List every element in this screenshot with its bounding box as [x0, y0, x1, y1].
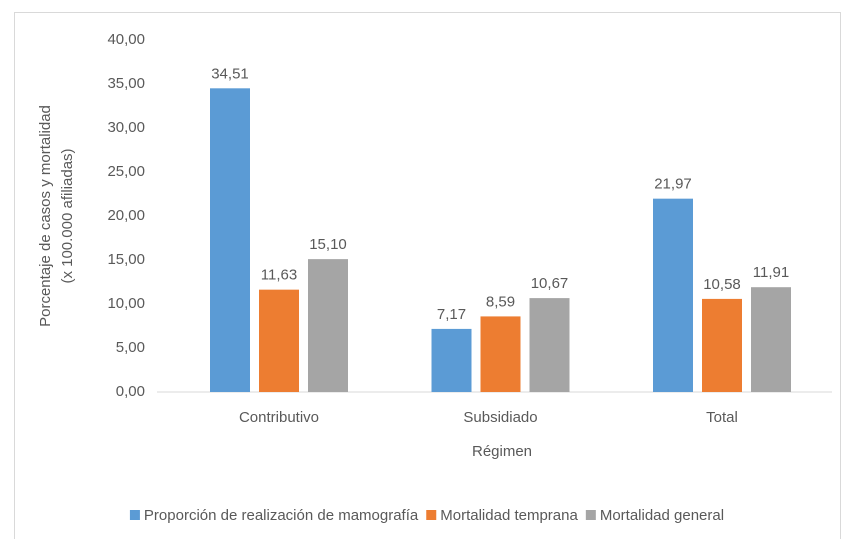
y-tick-label: 0,00 [116, 383, 145, 400]
bar [653, 198, 693, 392]
value-label: 15,10 [309, 236, 347, 253]
bar [431, 328, 472, 392]
value-label: 21,97 [654, 176, 692, 193]
legend-swatch [129, 510, 140, 520]
bar [751, 287, 791, 392]
bar [702, 298, 742, 392]
legend-swatch [585, 510, 596, 520]
x-tick-label: Subsidiado [463, 409, 537, 426]
bar [529, 298, 570, 392]
bar [308, 259, 348, 392]
bar [210, 88, 250, 392]
y-tick-label: 10,00 [107, 295, 145, 312]
y-tick-label: 30,00 [107, 119, 145, 136]
y-tick-label: 40,00 [107, 31, 145, 48]
value-label: 11,63 [261, 267, 297, 284]
value-label: 11,91 [753, 264, 789, 281]
legend-label: Mortalidad general [600, 507, 724, 524]
y-tick-label: 25,00 [107, 163, 145, 180]
chart-frame [14, 12, 841, 539]
bar [259, 289, 299, 392]
y-tick-label: 35,00 [107, 75, 145, 92]
value-label: 10,58 [703, 276, 741, 293]
value-label: 34,51 [211, 65, 249, 82]
y-tick-label: 5,00 [116, 339, 145, 356]
y-axis-title: (x 100.000 afiliadas) [59, 148, 76, 283]
value-label: 8,59 [486, 293, 515, 310]
bar [480, 316, 521, 392]
y-tick-label: 20,00 [107, 207, 145, 224]
legend-swatch [426, 510, 437, 520]
x-tick-label: Contributivo [239, 409, 319, 426]
legend-label: Mortalidad temprana [440, 507, 578, 524]
x-axis-title: Régimen [472, 443, 532, 460]
y-axis-title: Porcentaje de casos y mortalidad [37, 105, 54, 327]
y-tick-label: 15,00 [107, 251, 145, 268]
value-label: 7,17 [437, 306, 466, 323]
value-label: 10,67 [531, 275, 569, 292]
legend-label: Proporción de realización de mamografía [144, 507, 419, 524]
x-tick-label: Total [706, 409, 738, 426]
